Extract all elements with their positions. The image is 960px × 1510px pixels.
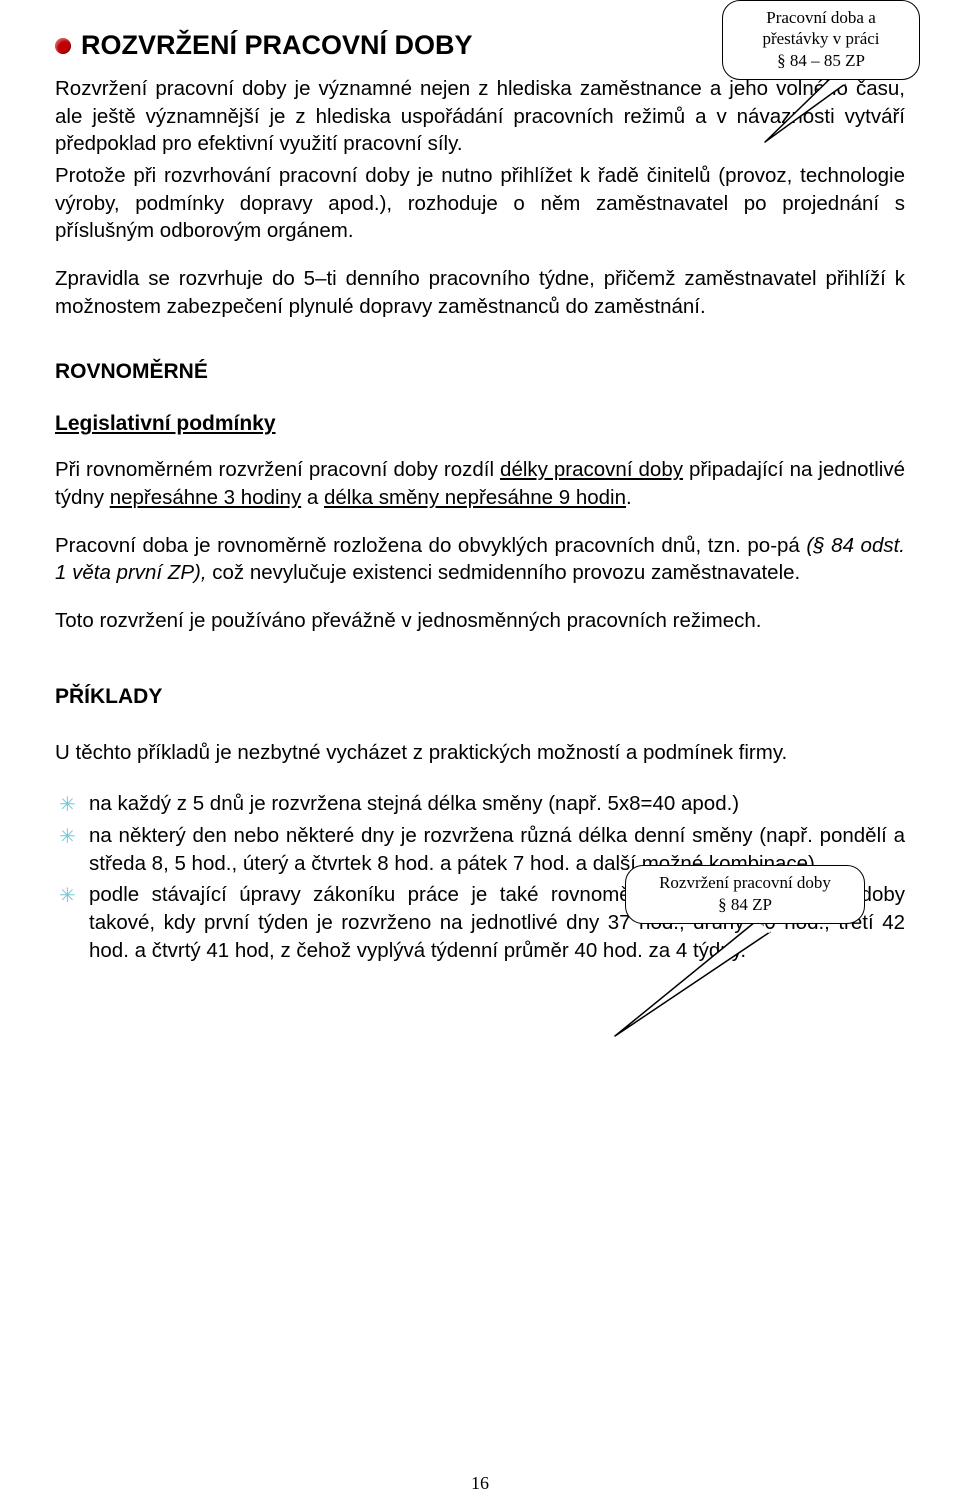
p3-u2: nepřesáhne 3 hodiny bbox=[110, 486, 302, 509]
callout-rozvrzeni: Rozvržení pracovní doby § 84 ZP bbox=[625, 865, 865, 924]
callout1-line1: Pracovní doba a bbox=[737, 7, 905, 28]
heading-rovnomerne: ROVNOMĚRNÉ bbox=[55, 360, 905, 384]
red-bullet-icon bbox=[55, 38, 71, 54]
p3-post: . bbox=[626, 486, 632, 509]
paragraph-jednosmerne: Toto rozvržení je používáno převážně v j… bbox=[55, 607, 905, 635]
paragraph-legislativa: Při rovnoměrném rozvržení pracovní doby … bbox=[55, 456, 905, 511]
p4-a: Pracovní doba je rovnoměrně rozložena do… bbox=[55, 534, 806, 557]
p3-mid2: a bbox=[301, 486, 324, 509]
li1-text: na každý z 5 dnů je rozvržena stejná dél… bbox=[89, 792, 739, 815]
heading-priklady: PŘÍKLADY bbox=[55, 685, 905, 709]
document-page: Pracovní doba a přestávky v práci § 84 –… bbox=[0, 0, 960, 1510]
p4-b: což nevylučuje existenci sedmidenního pr… bbox=[207, 561, 801, 584]
callout1-line3: § 84 – 85 ZP bbox=[737, 50, 905, 71]
rovnomerne-block: Rozvržení pracovní doby § 84 ZP ROVNOMĚR… bbox=[55, 360, 905, 964]
p2-text: Zpravidla se rozvrhuje do 5–ti denního p… bbox=[55, 267, 905, 318]
p1-text: Rozvržení pracovní doby je významné neje… bbox=[55, 77, 905, 155]
callout2-line2: § 84 ZP bbox=[640, 894, 850, 915]
paragraph-intro: Rozvržení pracovní doby je významné neje… bbox=[55, 75, 905, 158]
paragraph-priklady-intro: U těchto příkladů je nezbytné vycházet z… bbox=[55, 739, 905, 767]
p5-text: Toto rozvržení je používáno převážně v j… bbox=[55, 609, 761, 632]
callout2-line1: Rozvržení pracovní doby bbox=[640, 872, 850, 893]
callout-pracovni-doba: Pracovní doba a přestávky v práci § 84 –… bbox=[722, 0, 920, 80]
paragraph-intro-b: Protože při rozvrhování pracovní doby je… bbox=[55, 162, 905, 245]
paragraph-rozlozena: Pracovní doba je rovnoměrně rozložena do… bbox=[55, 532, 905, 587]
page-title: ROZVRŽENÍ PRACOVNÍ DOBY bbox=[81, 30, 473, 61]
callout1-line2: přestávky v práci bbox=[737, 28, 905, 49]
heading-legislativni: Legislativní podmínky bbox=[55, 412, 905, 436]
paragraph-schedule: Zpravidla se rozvrhuje do 5–ti denního p… bbox=[55, 265, 905, 320]
p3-pre: Při rovnoměrném rozvržení pracovní doby … bbox=[55, 458, 500, 481]
page-number: 16 bbox=[0, 1473, 960, 1494]
list-item: na každý z 5 dnů je rozvržena stejná dél… bbox=[89, 790, 905, 818]
p6-text: U těchto příkladů je nezbytné vycházet z… bbox=[55, 741, 787, 764]
p3-u3: délka směny nepřesáhne 9 hodin bbox=[324, 486, 626, 509]
p1b-text: Protože při rozvrhování pracovní doby je… bbox=[55, 164, 905, 242]
p3-u1: délky pracovní doby bbox=[500, 458, 683, 481]
